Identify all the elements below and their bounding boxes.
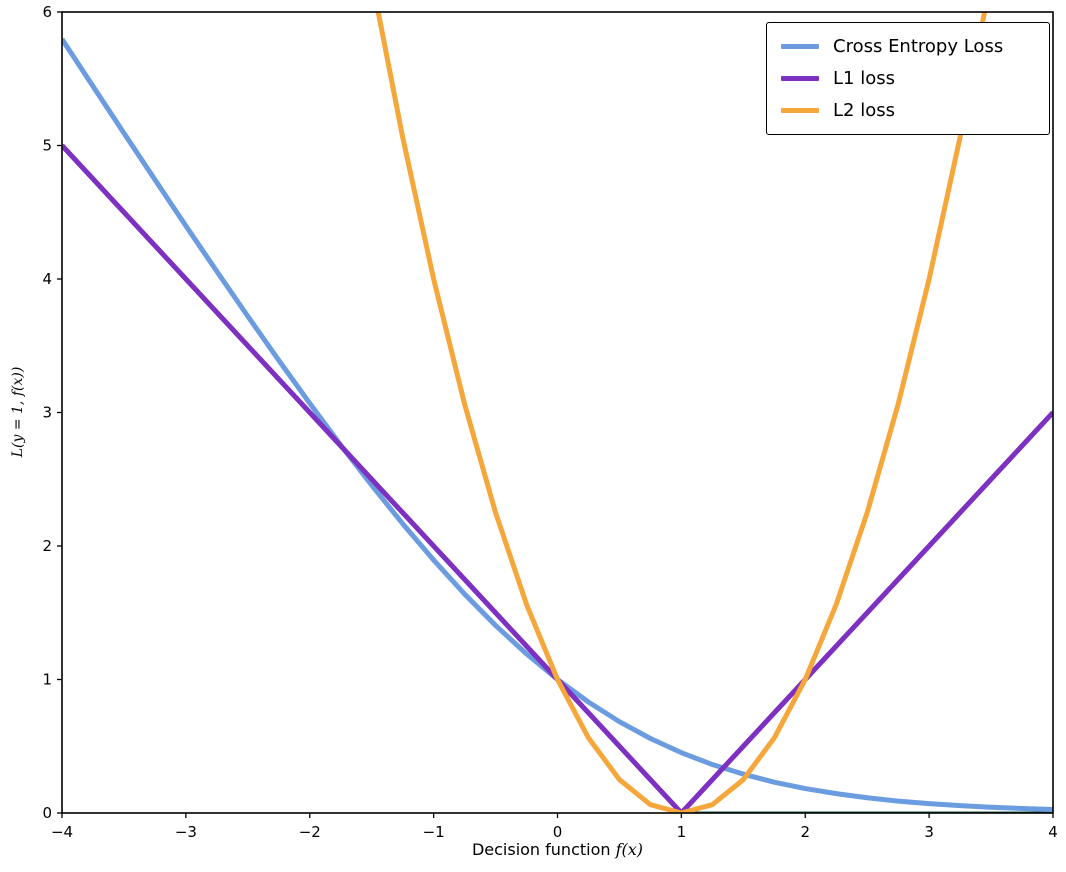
x-tick-label: −3 — [175, 823, 197, 841]
x-tick-label: −2 — [299, 823, 321, 841]
legend-item: Cross Entropy Loss — [781, 36, 1031, 57]
y-tick-label: 1 — [42, 671, 52, 689]
legend-line-swatch — [781, 76, 819, 81]
x-tick-label: 4 — [1048, 823, 1058, 841]
x-tick-label: 2 — [800, 823, 810, 841]
legend-label: L2 loss — [833, 100, 895, 121]
x-tick-label: 0 — [553, 823, 563, 841]
legend: Cross Entropy Loss L1 loss L2 loss — [766, 22, 1050, 135]
x-axis-label: Decision function f(x) — [62, 840, 1053, 859]
legend-item: L1 loss — [781, 68, 1031, 89]
legend-label: Cross Entropy Loss — [833, 36, 1004, 57]
y-tick-label: 4 — [42, 270, 52, 288]
legend-item: L2 loss — [781, 100, 1031, 121]
x-axis-label-text: Decision function — [471, 840, 616, 859]
series-line — [375, 12, 988, 813]
x-tick-label: 1 — [677, 823, 687, 841]
axes-border — [61, 11, 1054, 814]
y-axis-label: L(y = 1, f(x)) — [10, 366, 26, 458]
x-tick-label: 3 — [924, 823, 934, 841]
y-tick-label: 2 — [42, 537, 52, 555]
x-tick-label: −4 — [51, 823, 73, 841]
x-axis-label-math: f(x) — [615, 840, 644, 859]
y-tick-label: 6 — [42, 3, 52, 21]
legend-line-swatch — [781, 108, 819, 113]
y-tick-label: 3 — [42, 404, 52, 422]
legend-line-swatch — [781, 44, 819, 49]
y-tick-label: 0 — [42, 804, 52, 822]
x-tick-label: −1 — [423, 823, 445, 841]
legend-label: L1 loss — [833, 68, 895, 89]
y-tick-label: 5 — [42, 137, 52, 155]
